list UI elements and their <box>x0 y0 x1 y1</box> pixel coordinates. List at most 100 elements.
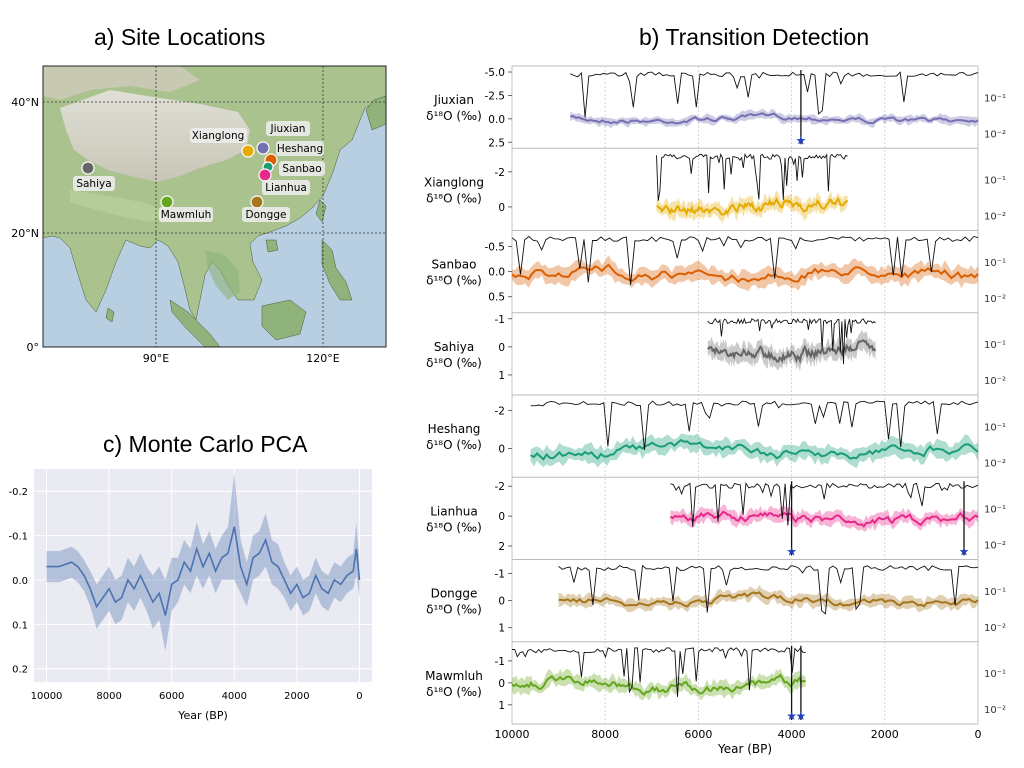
record-y-tick-label: -2 <box>495 405 505 417</box>
pca-y-axis: -0.2 -0.1 0.0 0.1 0.2 <box>8 487 28 676</box>
record-right-tick-label: 10⁻¹ <box>984 505 1006 516</box>
transition-x-tick-label: 4000 <box>778 728 806 741</box>
transition-marker: ★ <box>786 545 797 559</box>
record-y-tick-label: 0 <box>498 678 505 690</box>
record-mean-line <box>669 510 979 528</box>
record-transition-trace <box>707 317 876 365</box>
record-right-tick-label: 10⁻² <box>984 376 1006 387</box>
record-site-label: Heshang <box>428 422 481 436</box>
site-label-box <box>73 176 115 191</box>
site-label: Lianhua <box>265 182 307 194</box>
site-label: Xianglong <box>192 130 245 142</box>
record-unit-label: δ¹⁸O (‰) <box>426 274 482 288</box>
pca-chart: -0.2 -0.1 0.0 0.1 0.2 10000 8000 6000 4000 2000 0… <box>8 469 372 722</box>
record-row-xianglong: Xianglong δ¹⁸O (‰) -2 0 10⁻¹ 10⁻² <box>424 147 1006 225</box>
site-label-box <box>159 207 213 222</box>
map-lat-label: 0° <box>27 341 40 354</box>
pca-x-tick-label: 2000 <box>284 691 309 702</box>
record-row-lianhua: Lianhua δ¹⁸O (‰) -2 0 2 10⁻¹ 10⁻² ★ ★ <box>426 476 1006 559</box>
pca-y-tick-label: 0.0 <box>12 576 28 587</box>
pca-x-tick-label: 6000 <box>159 691 184 702</box>
site-marker <box>160 195 174 209</box>
record-y-tick-label: 0 <box>498 342 505 354</box>
site-dongge: Dongge <box>242 195 290 222</box>
transition-marker: ★ <box>959 545 970 559</box>
transition-x-tick-label: 10000 <box>495 728 530 741</box>
record-row-dongge: Dongge δ¹⁸O (‰) -1 0 1 10⁻¹ 10⁻² <box>426 559 1006 635</box>
map-island-taiwan <box>315 199 327 223</box>
record-site-label: Sahiya <box>434 340 474 354</box>
record-row-mawmluh: Mawmluh δ¹⁸O (‰) -1 0 1 10⁻¹ 10⁻² ★★ <box>425 641 1006 723</box>
site-jiuxian: Jiuxian <box>256 121 310 155</box>
record-y-tick-label: 0 <box>498 202 505 214</box>
record-right-tick-label: 10⁻¹ <box>984 340 1006 351</box>
record-unit-label: δ¹⁸O (‰) <box>426 109 482 123</box>
pca-y-tick-label: 0.1 <box>12 620 28 631</box>
record-site-label: Mawmluh <box>425 669 483 683</box>
record-unit-label: δ¹⁸O (‰) <box>426 685 482 699</box>
site-marker <box>250 195 264 209</box>
site-label-box <box>262 180 310 195</box>
map-gridlines <box>43 66 386 347</box>
pca-x-tick-label: 4000 <box>222 691 247 702</box>
map-island-borneo <box>261 299 307 341</box>
map-lat-label: 40°N <box>11 96 39 109</box>
record-site-label: Jiuxian <box>433 93 474 107</box>
transition-x-tick-label: 8000 <box>591 728 619 741</box>
record-right-tick-label: 10⁻¹ <box>984 93 1006 104</box>
site-label: Jiuxian <box>270 123 306 135</box>
pca-y-tick-label: -0.1 <box>8 532 28 543</box>
transition-x-label: Year (BP) <box>717 742 772 756</box>
record-uncertainty-band <box>512 668 806 701</box>
site-label: Dongge <box>246 209 287 221</box>
panel-b-title: b) Transition Detection <box>639 24 870 50</box>
panel-c-title: c) Monte Carlo PCA <box>103 431 308 457</box>
record-unit-label: δ¹⁸O (‰) <box>426 520 482 534</box>
site-label-box <box>266 121 310 136</box>
record-transition-trace <box>558 564 979 615</box>
site-heshang: Heshang <box>276 141 324 156</box>
site-label-box <box>276 141 324 156</box>
record-site-label: Dongge <box>431 587 478 601</box>
transition-marker: ★ <box>796 133 807 147</box>
record-uncertainty-band <box>512 255 978 292</box>
site-label: Sanbao <box>282 163 321 175</box>
record-y-tick-label: -0.5 <box>485 242 506 254</box>
record-right-tick-label: 10⁻¹ <box>984 587 1006 598</box>
record-row-jiuxian: Jiuxian δ¹⁸O (‰) -5.0 -2.5 0.0 2.5 10⁻¹ 10⁻² ★ <box>426 67 1006 149</box>
record-y-tick-label: -1 <box>495 656 505 668</box>
pca-y-tick-label: -0.2 <box>8 487 28 498</box>
transition-marker: ★ <box>786 709 797 723</box>
map-island-srilanka <box>105 307 115 323</box>
record-y-tick-label: 0 <box>498 596 505 608</box>
record-y-tick-label: 2.5 <box>488 137 505 149</box>
record-transition-trace <box>511 235 979 285</box>
record-y-tick-label: -2 <box>495 167 505 179</box>
transition-marker: ★ <box>796 709 807 723</box>
site-lianhua: Lianhua <box>258 168 310 195</box>
map-lon-label: 120°E <box>306 352 339 365</box>
site-mawmluh: Mawmluh <box>159 195 213 222</box>
transition-x-tick-label: 6000 <box>684 728 712 741</box>
map-tibetan-plateau <box>60 90 250 182</box>
map-lat-label: 20°N <box>11 227 39 240</box>
site-map: 40°N 20°N 0° 90°E 120°E Jiuxian Xianglon… <box>11 65 387 365</box>
record-y-tick-label: -2 <box>495 481 505 493</box>
pca-x-tick-label: 0 <box>356 691 362 702</box>
pca-x-tick-label: 10000 <box>31 691 63 702</box>
record-y-tick-label: 1 <box>498 623 505 635</box>
site-marker <box>81 161 95 175</box>
map-land-indochina <box>205 250 240 300</box>
map-island-philippines <box>321 239 353 301</box>
record-y-tick-label: 0 <box>498 443 505 455</box>
record-y-tick-label: 0.0 <box>488 267 505 279</box>
record-mean-line <box>656 196 849 217</box>
record-right-tick-label: 10⁻¹ <box>984 258 1006 269</box>
pca-x-label: Year (BP) <box>177 709 228 722</box>
record-right-tick-label: 10⁻² <box>984 212 1006 223</box>
record-right-tick-label: 10⁻¹ <box>984 669 1006 680</box>
site-sahiya: Sahiya <box>73 161 115 191</box>
record-mean-line <box>707 339 877 365</box>
